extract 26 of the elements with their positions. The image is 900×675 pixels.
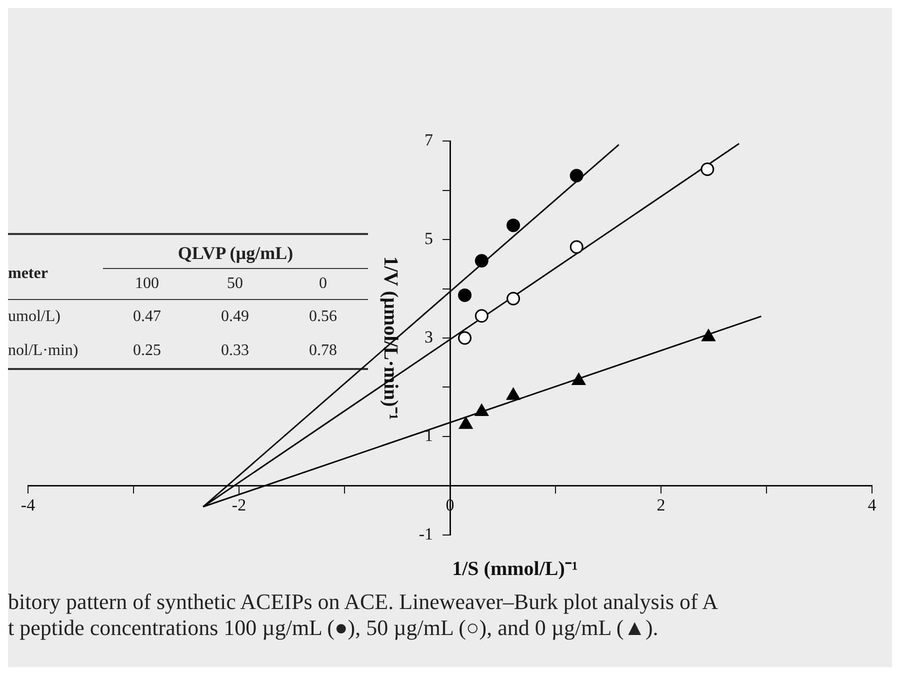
- x-tick-label: -2: [232, 495, 246, 514]
- annotation: 0.25: [132, 342, 162, 360]
- annotation: 0.49: [220, 308, 250, 326]
- y-tick-label: 5: [424, 229, 450, 248]
- annotation: 0: [318, 275, 328, 293]
- annotation: 100: [134, 275, 160, 293]
- annotation: 0.78: [308, 342, 338, 360]
- annotation: 0.56: [308, 308, 338, 326]
- annotation: nol/L·min): [8, 342, 80, 360]
- text: bitory pattern of synthetic ACEIPs on ACE. Lineweaver–Burk plot analysis of A: [8, 589, 720, 615]
- annotation: meter: [8, 264, 49, 284]
- annotation: 50: [226, 275, 244, 293]
- y-axis-title: 1/V (µmol/L·min)⁻¹: [380, 256, 402, 420]
- annotation: umol/L): [8, 308, 62, 326]
- annotation: 0.33: [220, 342, 250, 360]
- y-tick-label: 3: [424, 327, 450, 346]
- text: t peptide concentrations 100 µg/mL (●), 50 µg/mL (○), and 0 µg/mL (▲).: [8, 615, 660, 641]
- x-tick-label: 4: [868, 495, 877, 514]
- y-tick-label: -1: [418, 524, 450, 544]
- x-tick-label: 2: [656, 495, 666, 514]
- x-axis-title: 1/S (mmol/L)⁻¹: [451, 557, 579, 581]
- y-tick-label: 7: [424, 130, 450, 150]
- annotation: 0.47: [132, 308, 162, 326]
- x-tick-label: -4: [20, 495, 36, 514]
- y-tick-label: 1: [424, 426, 450, 445]
- text: QLVP (µg/mL): [103, 243, 368, 269]
